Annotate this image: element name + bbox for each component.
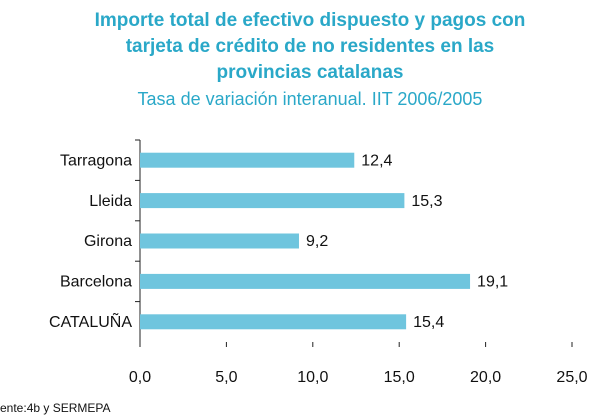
x-tick-label: 0,0 [129, 369, 151, 386]
chart-subtitle: Tasa de variación interanual. IIT 2006/2… [138, 89, 483, 109]
chart-title: tarjeta de crédito de no residentes en l… [126, 36, 495, 57]
value-label: 19,1 [477, 274, 508, 291]
x-tick-label: 15,0 [384, 369, 415, 386]
bar [140, 193, 405, 209]
bar [140, 273, 471, 289]
y-tick-label: CATALUÑA [49, 311, 132, 331]
bar [140, 152, 355, 168]
value-label: 9,2 [306, 233, 328, 250]
y-tick-label: Barcelona [60, 274, 132, 291]
value-label: 15,4 [413, 314, 444, 331]
bar [140, 233, 299, 249]
x-tick-label: 20,0 [470, 369, 501, 386]
value-label: 12,4 [361, 152, 392, 169]
source-note: ente:4b y SERMEPA [0, 401, 111, 415]
y-tick-label: Lleida [89, 193, 132, 210]
chart-title: Importe total de efectivo dispuesto y pa… [95, 10, 526, 31]
x-tick-label: 5,0 [215, 369, 237, 386]
x-tick-label: 10,0 [297, 369, 328, 386]
bar [140, 314, 407, 330]
y-tick-label: Tarragona [60, 152, 132, 169]
value-label: 15,3 [411, 193, 442, 210]
y-tick-label: Girona [84, 233, 132, 250]
x-tick-label: 25,0 [556, 369, 587, 386]
chart-title: provincias catalanas [217, 62, 404, 83]
